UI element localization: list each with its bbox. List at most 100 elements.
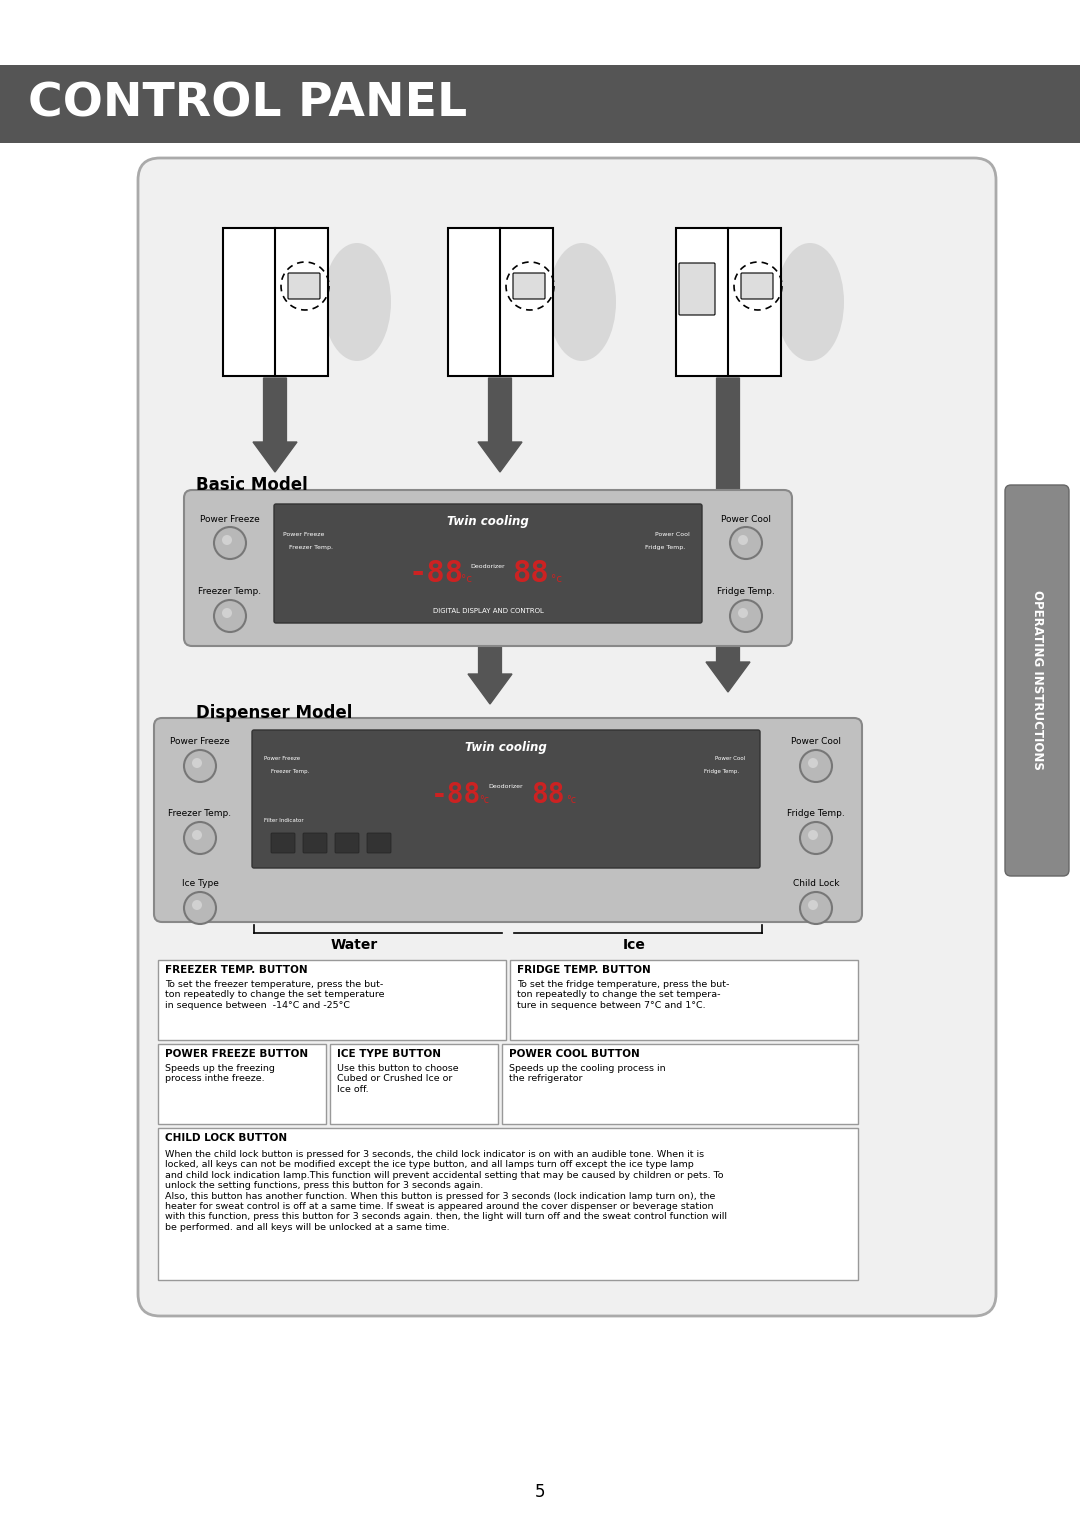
Text: Twin cooling: Twin cooling bbox=[447, 515, 529, 527]
FancyBboxPatch shape bbox=[679, 263, 715, 315]
Text: Power Freeze: Power Freeze bbox=[264, 756, 300, 761]
FancyBboxPatch shape bbox=[288, 274, 320, 299]
Circle shape bbox=[800, 822, 832, 854]
Text: To set the fridge temperature, press the but-
ton repeatedly to change the set t: To set the fridge temperature, press the… bbox=[517, 979, 729, 1010]
Circle shape bbox=[192, 830, 202, 840]
Text: Deodorizer: Deodorizer bbox=[488, 784, 524, 790]
Text: -88: -88 bbox=[408, 559, 463, 587]
Circle shape bbox=[192, 900, 202, 911]
Text: CHILD LOCK BUTTON: CHILD LOCK BUTTON bbox=[165, 1132, 287, 1143]
FancyBboxPatch shape bbox=[513, 274, 545, 299]
Circle shape bbox=[192, 758, 202, 769]
Circle shape bbox=[222, 608, 232, 617]
Text: To set the freezer temperature, press the but-
ton repeatedly to change the set : To set the freezer temperature, press th… bbox=[165, 979, 384, 1010]
FancyBboxPatch shape bbox=[367, 833, 391, 853]
Text: °c: °c bbox=[480, 795, 489, 805]
Polygon shape bbox=[478, 377, 522, 472]
Bar bbox=[676, 228, 781, 376]
Text: Speeds up the cooling process in
the refrigerator: Speeds up the cooling process in the ref… bbox=[509, 1063, 665, 1083]
Text: Power Cool: Power Cool bbox=[791, 738, 841, 747]
Bar bbox=[158, 1044, 326, 1125]
Text: Freezer Temp.: Freezer Temp. bbox=[168, 810, 231, 819]
Text: Freezer Temp.: Freezer Temp. bbox=[199, 587, 261, 596]
Bar bbox=[158, 1128, 858, 1280]
Circle shape bbox=[808, 900, 818, 911]
Text: 88: 88 bbox=[531, 781, 565, 808]
Text: °c: °c bbox=[566, 795, 576, 805]
Polygon shape bbox=[706, 377, 750, 692]
FancyBboxPatch shape bbox=[252, 730, 760, 868]
Text: Twin cooling: Twin cooling bbox=[465, 741, 546, 753]
Text: DIGITAL DISPLAY AND CONTROL: DIGITAL DISPLAY AND CONTROL bbox=[433, 608, 543, 614]
Text: Power Freeze: Power Freeze bbox=[200, 515, 260, 524]
Text: Dispenser Model: Dispenser Model bbox=[195, 704, 352, 723]
Bar bbox=[0, 66, 1080, 144]
Text: Freezer Temp.: Freezer Temp. bbox=[289, 545, 333, 550]
FancyBboxPatch shape bbox=[184, 490, 792, 646]
Text: Power Freeze: Power Freeze bbox=[283, 532, 325, 538]
Text: 5: 5 bbox=[535, 1484, 545, 1500]
Text: Power Cool: Power Cool bbox=[654, 532, 689, 538]
Circle shape bbox=[800, 892, 832, 924]
Polygon shape bbox=[253, 377, 297, 472]
Text: Basic Model: Basic Model bbox=[195, 477, 308, 494]
Ellipse shape bbox=[323, 243, 391, 361]
Text: POWER COOL BUTTON: POWER COOL BUTTON bbox=[509, 1050, 639, 1059]
FancyBboxPatch shape bbox=[303, 833, 327, 853]
Circle shape bbox=[214, 527, 246, 559]
Circle shape bbox=[800, 750, 832, 782]
Circle shape bbox=[184, 822, 216, 854]
Bar bbox=[330, 1044, 498, 1125]
FancyBboxPatch shape bbox=[741, 274, 773, 299]
Text: FRIDGE TEMP. BUTTON: FRIDGE TEMP. BUTTON bbox=[517, 966, 651, 975]
Bar bbox=[510, 960, 858, 1041]
Bar bbox=[502, 1044, 858, 1125]
Text: Deodorizer: Deodorizer bbox=[471, 564, 505, 568]
Text: Use this button to choose
Cubed or Crushed Ice or
Ice off.: Use this button to choose Cubed or Crush… bbox=[337, 1063, 459, 1094]
Text: Fridge Temp.: Fridge Temp. bbox=[645, 545, 685, 550]
Text: °c: °c bbox=[461, 575, 472, 584]
Text: 88: 88 bbox=[512, 559, 549, 587]
FancyBboxPatch shape bbox=[271, 833, 295, 853]
Circle shape bbox=[730, 527, 762, 559]
Text: Fridge Temp.: Fridge Temp. bbox=[704, 770, 740, 775]
Circle shape bbox=[214, 601, 246, 633]
Text: Ice Type: Ice Type bbox=[181, 880, 218, 888]
Bar bbox=[448, 228, 553, 376]
Text: °c: °c bbox=[551, 575, 562, 584]
Circle shape bbox=[184, 750, 216, 782]
FancyBboxPatch shape bbox=[154, 718, 862, 921]
Circle shape bbox=[184, 892, 216, 924]
Text: CONTROL PANEL: CONTROL PANEL bbox=[28, 81, 468, 127]
Text: Filter Indicator: Filter Indicator bbox=[265, 817, 303, 822]
Text: ICE TYPE BUTTON: ICE TYPE BUTTON bbox=[337, 1050, 441, 1059]
Circle shape bbox=[222, 535, 232, 545]
Bar bbox=[158, 960, 507, 1041]
Text: POWER FREEZE BUTTON: POWER FREEZE BUTTON bbox=[165, 1050, 308, 1059]
FancyBboxPatch shape bbox=[138, 157, 996, 1316]
Circle shape bbox=[808, 758, 818, 769]
Circle shape bbox=[738, 535, 748, 545]
FancyBboxPatch shape bbox=[274, 504, 702, 623]
Circle shape bbox=[808, 830, 818, 840]
Text: Fridge Temp.: Fridge Temp. bbox=[717, 587, 774, 596]
Text: Power Freeze: Power Freeze bbox=[171, 738, 230, 747]
FancyBboxPatch shape bbox=[335, 833, 359, 853]
Text: Power Cool: Power Cool bbox=[721, 515, 771, 524]
Text: -88: -88 bbox=[431, 781, 481, 808]
Text: Ice: Ice bbox=[622, 938, 646, 952]
Text: Speeds up the freezing
process inthe freeze.: Speeds up the freezing process inthe fre… bbox=[165, 1063, 275, 1083]
FancyBboxPatch shape bbox=[1005, 484, 1069, 876]
Text: Freezer Temp.: Freezer Temp. bbox=[271, 770, 309, 775]
Text: OPERATING INSTRUCTIONS: OPERATING INSTRUCTIONS bbox=[1030, 590, 1043, 770]
Text: Power Cool: Power Cool bbox=[715, 756, 745, 761]
Polygon shape bbox=[468, 643, 512, 704]
Ellipse shape bbox=[548, 243, 616, 361]
Text: When the child lock button is pressed for 3 seconds, the child lock indicator is: When the child lock button is pressed fo… bbox=[165, 1151, 727, 1232]
Text: Child Lock: Child Lock bbox=[793, 880, 839, 888]
Circle shape bbox=[730, 601, 762, 633]
Text: FREEZER TEMP. BUTTON: FREEZER TEMP. BUTTON bbox=[165, 966, 308, 975]
Bar bbox=[222, 228, 328, 376]
Text: Water: Water bbox=[330, 938, 378, 952]
Ellipse shape bbox=[777, 243, 843, 361]
